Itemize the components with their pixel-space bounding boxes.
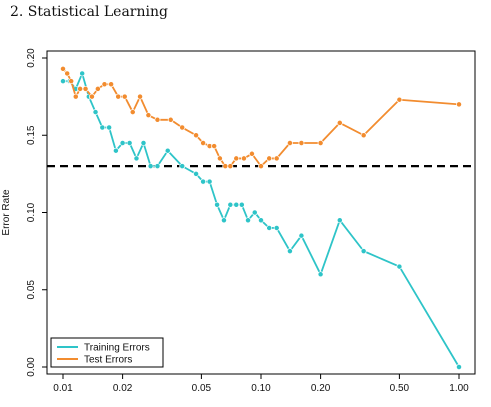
data-point xyxy=(298,140,305,146)
data-point xyxy=(140,140,147,146)
data-point xyxy=(317,140,324,146)
data-point xyxy=(108,81,115,88)
legend-box xyxy=(50,337,164,368)
y-axis-title: Error Rate xyxy=(1,189,12,236)
data-point xyxy=(164,147,171,154)
data-point xyxy=(92,109,99,116)
series-line xyxy=(62,68,460,168)
x-axis: 0.01 0.02 0.05 0.10 0.20 0.50 1.00 xyxy=(53,374,469,394)
legend-label: Test Errors xyxy=(84,355,132,366)
data-point xyxy=(233,155,240,162)
data-point xyxy=(60,65,66,72)
data-point xyxy=(200,140,207,146)
data-point xyxy=(216,155,223,162)
series-group xyxy=(60,65,462,370)
data-point xyxy=(82,85,89,92)
y-tick-label: 0.05 xyxy=(26,280,37,300)
data-point xyxy=(360,248,367,255)
data-point xyxy=(200,178,207,185)
data-point xyxy=(129,109,136,116)
series-2 xyxy=(60,65,462,170)
data-point xyxy=(317,271,324,278)
data-point xyxy=(133,155,140,162)
data-point xyxy=(227,201,234,208)
x-tick-label: 0.50 xyxy=(390,383,410,394)
plot-frame-group xyxy=(46,50,476,375)
data-point xyxy=(167,116,174,123)
data-point xyxy=(266,224,273,231)
data-point xyxy=(286,140,293,146)
data-point xyxy=(126,140,133,146)
data-point xyxy=(154,163,161,170)
y-tick-label: 0.10 xyxy=(26,202,37,222)
data-point xyxy=(258,163,264,170)
y-tick-label: 0.15 xyxy=(26,125,37,145)
data-point xyxy=(72,93,79,100)
data-point xyxy=(456,364,462,370)
y-tick-label: 0.00 xyxy=(26,357,37,377)
data-point xyxy=(147,163,154,170)
data-point xyxy=(79,70,86,77)
data-point xyxy=(101,81,108,88)
x-tick-label: 0.02 xyxy=(113,383,133,394)
data-point xyxy=(251,209,258,216)
data-point xyxy=(240,155,247,162)
data-point xyxy=(456,101,462,108)
data-point xyxy=(245,217,251,224)
page-header: 2. Statistical Learning xyxy=(10,4,168,20)
data-point xyxy=(222,163,229,170)
data-point xyxy=(88,93,95,100)
data-point xyxy=(99,124,106,131)
x-tick-label: 0.20 xyxy=(311,383,331,394)
data-point xyxy=(396,96,403,103)
data-point xyxy=(238,201,245,208)
data-point xyxy=(77,85,84,92)
data-point xyxy=(298,232,305,239)
x-tick-label: 0.01 xyxy=(53,383,73,394)
data-point xyxy=(273,224,280,231)
data-point xyxy=(112,147,119,154)
data-point xyxy=(119,140,126,146)
legend-label: Training Errors xyxy=(84,343,150,354)
x-tick-label: 0.10 xyxy=(251,383,271,394)
data-point xyxy=(106,124,113,131)
data-point xyxy=(60,78,66,85)
data-point xyxy=(227,163,234,170)
data-point xyxy=(94,85,101,92)
data-point xyxy=(336,217,343,224)
data-point xyxy=(221,217,227,224)
data-point xyxy=(286,248,293,255)
data-point xyxy=(68,78,75,85)
data-point xyxy=(193,170,200,177)
data-point xyxy=(154,116,161,123)
data-point xyxy=(266,155,273,162)
series-1 xyxy=(60,70,462,370)
data-point xyxy=(273,155,280,162)
data-point xyxy=(64,70,71,77)
y-axis: 0.00 0.05 0.10 0.15 0.20 Error Rate xyxy=(1,48,47,377)
data-point xyxy=(233,201,240,208)
data-point xyxy=(179,163,186,170)
data-point xyxy=(336,119,343,126)
data-point xyxy=(214,201,221,208)
x-tick-label: 1.00 xyxy=(449,383,469,394)
data-point xyxy=(115,93,122,100)
data-point xyxy=(193,132,200,139)
plot-frame xyxy=(46,50,476,375)
data-point xyxy=(137,93,144,100)
data-point xyxy=(145,112,152,119)
data-point xyxy=(121,93,128,100)
y-tick-label: 0.20 xyxy=(26,48,37,68)
data-point xyxy=(206,178,213,185)
data-point xyxy=(396,263,403,270)
data-point xyxy=(211,143,218,150)
data-point xyxy=(248,150,255,157)
data-point xyxy=(360,132,367,139)
data-point xyxy=(258,217,264,224)
data-point xyxy=(179,124,186,131)
x-tick-label: 0.05 xyxy=(192,383,212,394)
